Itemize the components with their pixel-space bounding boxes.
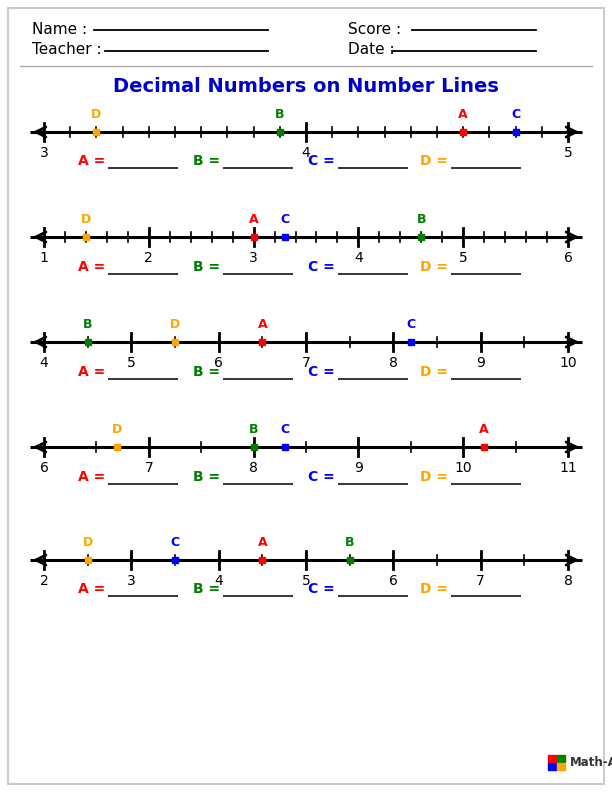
Text: D: D [170, 318, 180, 331]
Text: D: D [112, 423, 122, 436]
Text: 3: 3 [249, 251, 258, 265]
Text: 2: 2 [40, 574, 48, 588]
Text: 8: 8 [389, 356, 398, 370]
Text: 5: 5 [459, 251, 468, 265]
Text: A =: A = [78, 582, 105, 596]
Text: 7: 7 [302, 356, 310, 370]
Bar [557, 755, 565, 762]
Text: 8: 8 [564, 574, 572, 588]
Text: B =: B = [193, 154, 220, 168]
Text: B =: B = [193, 260, 220, 274]
Text: C: C [280, 423, 289, 436]
Text: 5: 5 [302, 574, 310, 588]
Text: A: A [258, 536, 267, 549]
Text: 3: 3 [40, 146, 48, 160]
Text: C: C [511, 108, 520, 121]
Text: Decimal Numbers on Number Lines: Decimal Numbers on Number Lines [113, 77, 499, 96]
Text: B: B [417, 213, 426, 226]
Text: C =: C = [308, 154, 335, 168]
Text: C =: C = [308, 365, 335, 379]
Text: A: A [479, 423, 489, 436]
Bar [548, 755, 556, 762]
Text: D =: D = [420, 582, 448, 596]
Text: A =: A = [78, 365, 105, 379]
Text: 5: 5 [127, 356, 136, 370]
Text: A =: A = [78, 260, 105, 274]
Text: 10: 10 [559, 356, 577, 370]
Text: 1: 1 [40, 251, 48, 265]
Text: Score :: Score : [348, 21, 401, 36]
Text: D: D [81, 213, 91, 226]
Text: 6: 6 [389, 574, 398, 588]
Text: B =: B = [193, 582, 220, 596]
Text: 4: 4 [302, 146, 310, 160]
Text: D =: D = [420, 260, 448, 274]
Text: Math-Aids.Com: Math-Aids.Com [570, 756, 612, 768]
Text: C =: C = [308, 260, 335, 274]
Text: 4: 4 [214, 574, 223, 588]
Text: 8: 8 [249, 461, 258, 475]
Text: D =: D = [420, 470, 448, 484]
Text: 9: 9 [354, 461, 363, 475]
Text: B =: B = [193, 470, 220, 484]
Text: 6: 6 [40, 461, 48, 475]
Bar [557, 763, 565, 770]
Text: C: C [406, 318, 416, 331]
Text: B: B [345, 536, 354, 549]
Text: 7: 7 [476, 574, 485, 588]
Text: Teacher :: Teacher : [32, 43, 102, 58]
Text: 7: 7 [144, 461, 153, 475]
Text: A =: A = [78, 470, 105, 484]
Text: 3: 3 [127, 574, 136, 588]
Text: 10: 10 [454, 461, 472, 475]
Text: A: A [258, 318, 267, 331]
Text: C =: C = [308, 470, 335, 484]
Text: 4: 4 [354, 251, 363, 265]
Text: B: B [249, 423, 258, 436]
Text: 5: 5 [564, 146, 572, 160]
Text: A: A [249, 213, 258, 226]
Text: Name :: Name : [32, 21, 87, 36]
Text: C =: C = [308, 582, 335, 596]
Text: D: D [91, 108, 102, 121]
Text: 11: 11 [559, 461, 577, 475]
Text: Date :: Date : [348, 43, 395, 58]
Text: C: C [170, 536, 179, 549]
Text: D =: D = [420, 365, 448, 379]
Text: 4: 4 [40, 356, 48, 370]
Text: D: D [83, 536, 93, 549]
Text: 9: 9 [476, 356, 485, 370]
Text: D =: D = [420, 154, 448, 168]
Text: A: A [458, 108, 468, 121]
Text: B: B [83, 318, 92, 331]
Text: A =: A = [78, 154, 105, 168]
Bar [548, 763, 556, 770]
Text: 6: 6 [214, 356, 223, 370]
Text: 6: 6 [564, 251, 572, 265]
Text: 2: 2 [144, 251, 153, 265]
Text: B =: B = [193, 365, 220, 379]
Text: C: C [280, 213, 289, 226]
Text: B: B [275, 108, 285, 121]
FancyBboxPatch shape [8, 8, 604, 784]
